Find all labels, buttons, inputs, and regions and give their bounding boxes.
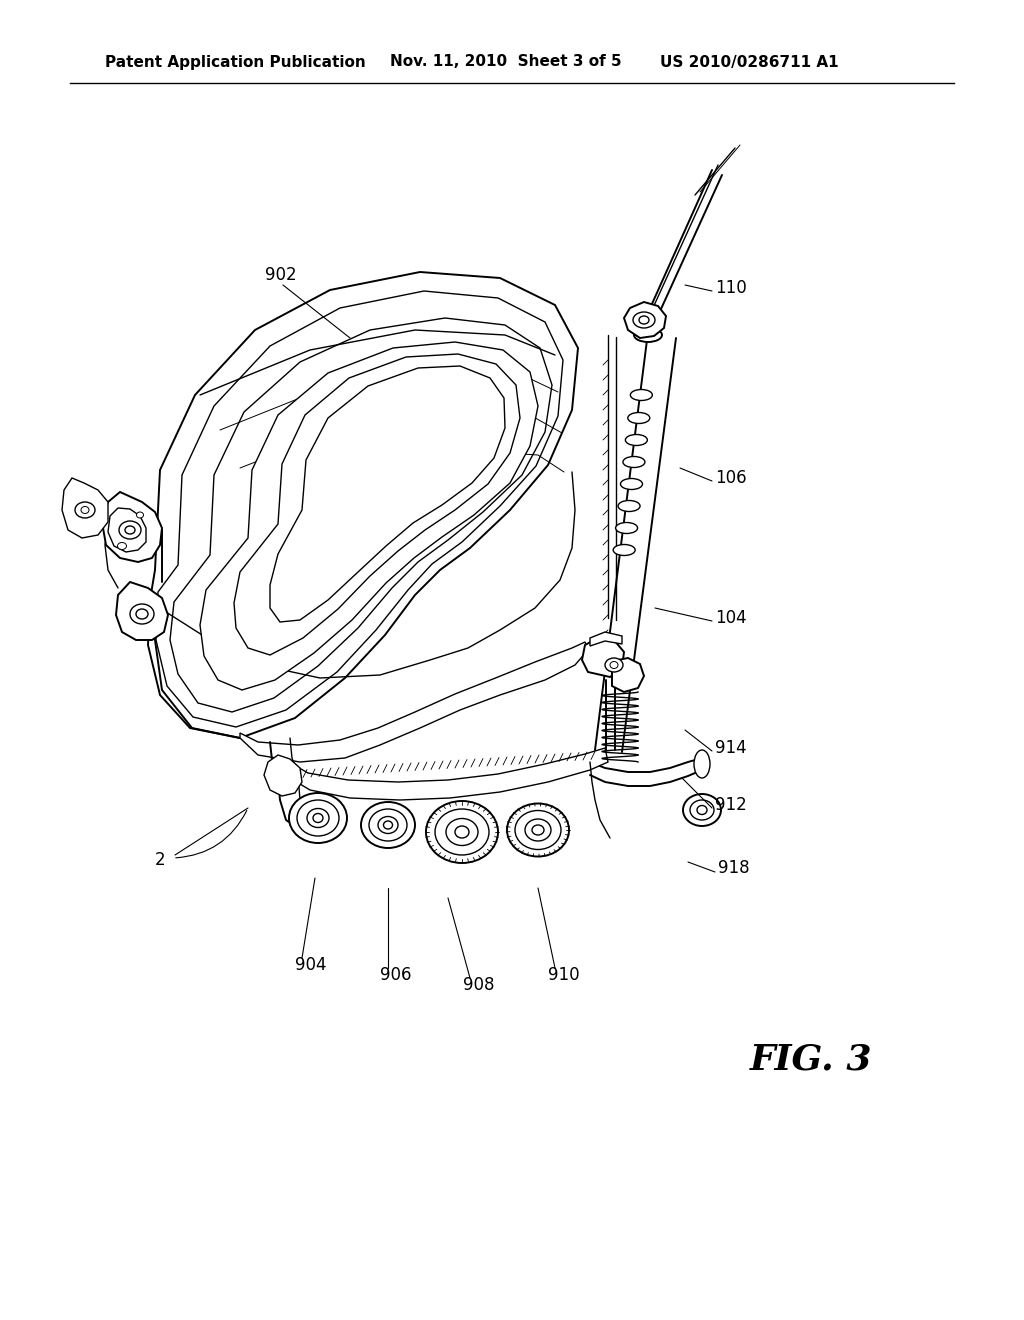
Ellipse shape	[130, 605, 154, 624]
Text: 914: 914	[715, 739, 746, 756]
Ellipse shape	[119, 521, 141, 539]
Ellipse shape	[532, 825, 544, 836]
Ellipse shape	[435, 809, 489, 855]
Ellipse shape	[307, 808, 329, 828]
Text: 902: 902	[265, 267, 297, 284]
Ellipse shape	[697, 805, 707, 814]
Ellipse shape	[426, 801, 498, 863]
Ellipse shape	[634, 327, 662, 342]
Text: 908: 908	[463, 975, 495, 994]
Ellipse shape	[633, 312, 655, 327]
Ellipse shape	[313, 813, 323, 822]
Ellipse shape	[81, 507, 89, 513]
Ellipse shape	[690, 800, 714, 820]
Text: 106: 106	[715, 469, 746, 487]
Polygon shape	[200, 342, 538, 690]
Ellipse shape	[384, 821, 392, 829]
Polygon shape	[116, 582, 168, 640]
Text: US 2010/0286711 A1: US 2010/0286711 A1	[660, 54, 839, 70]
Polygon shape	[264, 755, 302, 796]
Text: 906: 906	[380, 966, 412, 983]
Ellipse shape	[626, 434, 647, 446]
Ellipse shape	[618, 500, 640, 511]
Polygon shape	[270, 366, 505, 622]
Text: 904: 904	[295, 956, 327, 974]
Ellipse shape	[507, 804, 569, 857]
Ellipse shape	[289, 793, 347, 843]
Text: 918: 918	[718, 859, 750, 876]
Ellipse shape	[75, 502, 95, 517]
Ellipse shape	[694, 750, 710, 777]
Ellipse shape	[361, 803, 415, 847]
Ellipse shape	[615, 523, 638, 533]
Polygon shape	[102, 492, 162, 562]
Text: 104: 104	[715, 609, 746, 627]
Text: 110: 110	[715, 279, 746, 297]
Ellipse shape	[683, 795, 721, 826]
Ellipse shape	[118, 543, 127, 549]
Ellipse shape	[136, 512, 143, 517]
Text: 912: 912	[715, 796, 746, 814]
Polygon shape	[108, 508, 146, 552]
Ellipse shape	[136, 609, 148, 619]
Polygon shape	[278, 748, 608, 800]
Ellipse shape	[297, 800, 339, 836]
Text: 910: 910	[548, 966, 580, 983]
Ellipse shape	[623, 457, 645, 467]
Text: 2: 2	[155, 851, 166, 869]
Polygon shape	[234, 354, 520, 655]
Text: Patent Application Publication: Patent Application Publication	[105, 54, 366, 70]
Ellipse shape	[610, 661, 618, 668]
Ellipse shape	[446, 818, 478, 846]
Text: FIG. 3: FIG. 3	[750, 1043, 872, 1077]
Ellipse shape	[605, 657, 623, 672]
Ellipse shape	[621, 479, 642, 490]
Ellipse shape	[613, 544, 635, 556]
Ellipse shape	[515, 810, 561, 850]
Polygon shape	[148, 272, 578, 738]
Ellipse shape	[378, 817, 398, 833]
Polygon shape	[612, 657, 644, 692]
Polygon shape	[62, 478, 108, 539]
Polygon shape	[240, 642, 588, 762]
Ellipse shape	[639, 315, 649, 323]
Polygon shape	[590, 632, 622, 645]
Ellipse shape	[369, 809, 407, 841]
Ellipse shape	[455, 826, 469, 838]
Ellipse shape	[628, 412, 650, 424]
Ellipse shape	[525, 818, 551, 841]
Ellipse shape	[125, 525, 135, 535]
Ellipse shape	[631, 389, 652, 400]
Polygon shape	[624, 302, 666, 338]
Polygon shape	[582, 638, 624, 677]
Text: Nov. 11, 2010  Sheet 3 of 5: Nov. 11, 2010 Sheet 3 of 5	[390, 54, 622, 70]
